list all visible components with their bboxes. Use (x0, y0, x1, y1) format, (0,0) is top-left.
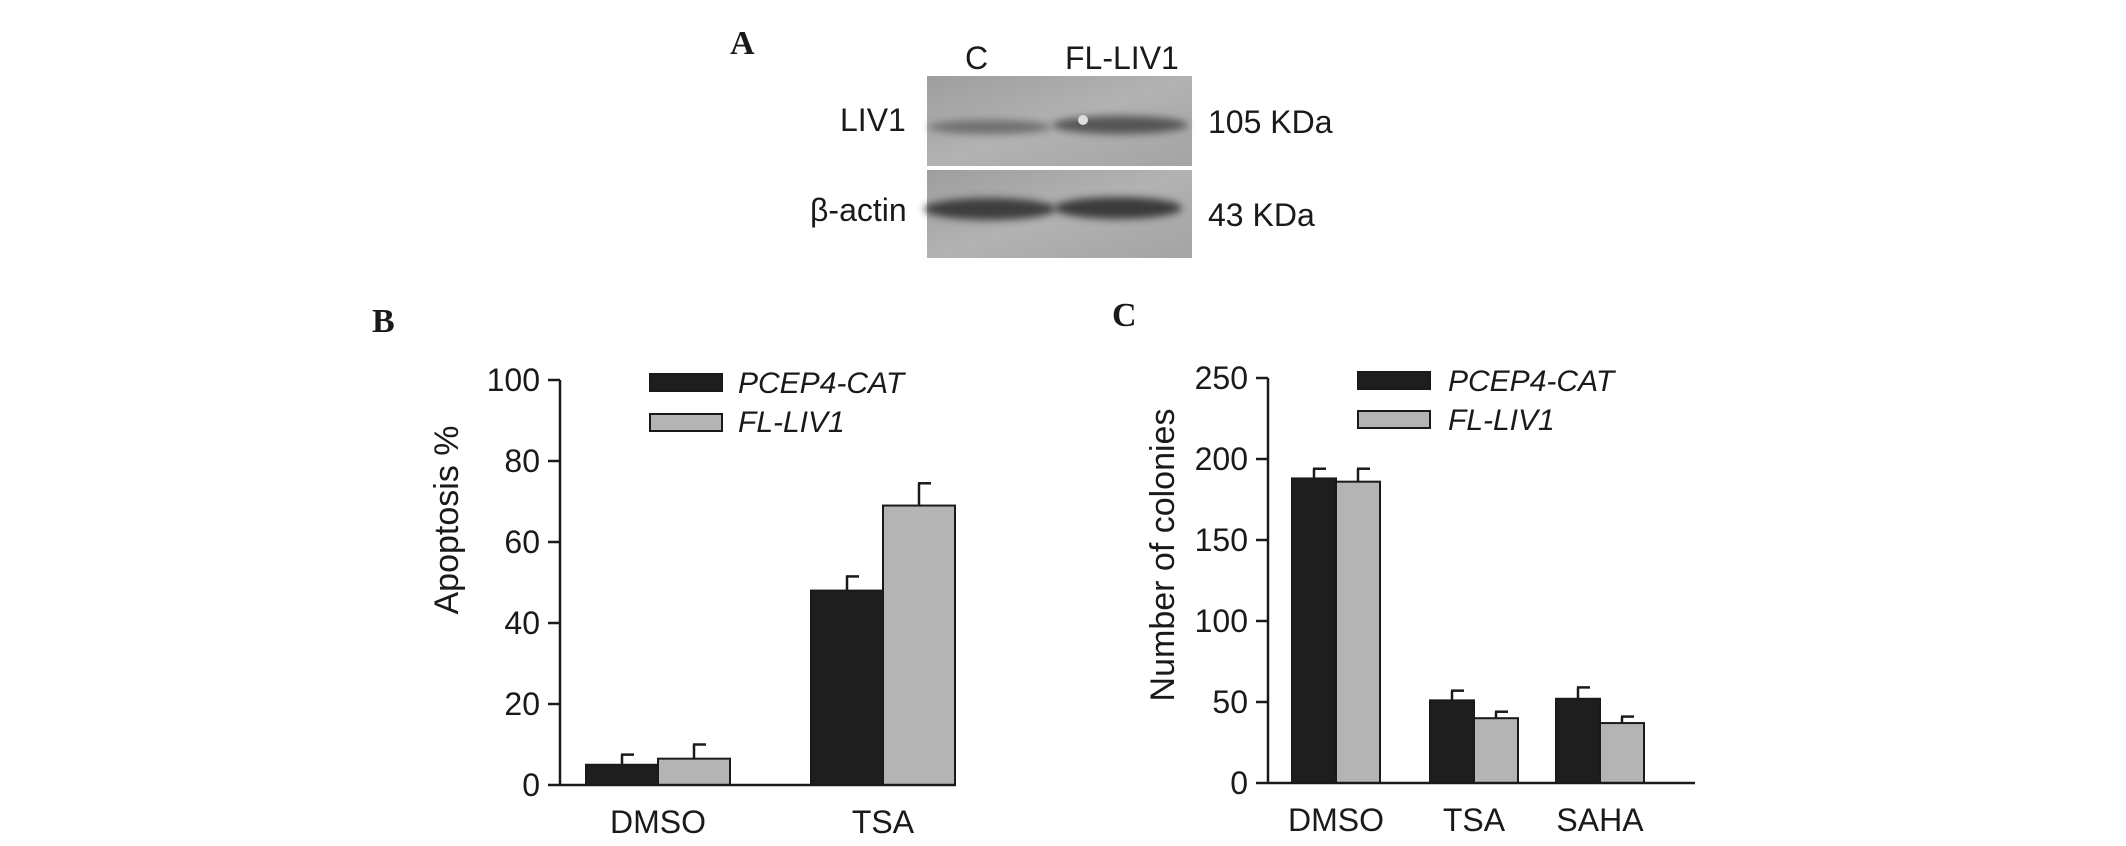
bar-pcep4-cat-tsa (810, 589, 884, 786)
y-tick-label: 0 (522, 767, 540, 803)
bar-fl-liv1-saha (1599, 722, 1645, 784)
lane-label-control: C (965, 40, 989, 76)
chart-c-ylabel: Number of colonies (1144, 409, 1182, 702)
band-liv1-control (928, 120, 1052, 134)
y-tick-label: 100 (487, 362, 540, 398)
panel-label-b: B (372, 303, 395, 340)
chart-c-legend: PCEP4-CAT FL-LIV1 (1357, 365, 1617, 437)
x-category-label: DMSO (1288, 802, 1384, 838)
chart-b-ylabel: Apoptosis % (428, 426, 466, 615)
legend-c-swatch-fl-liv1 (1357, 410, 1431, 429)
y-tick-label: 20 (504, 686, 540, 722)
size-label-105kda: 105 KDa (1208, 104, 1333, 140)
legend-b-label-pcep4-cat: PCEP4-CAT (738, 367, 907, 400)
chart-b-legend: PCEP4-CAT FL-LIV1 (649, 367, 907, 439)
bar-pcep4-cat-saha (1555, 697, 1601, 785)
y-tick-label: 150 (1195, 522, 1248, 558)
western-blot (924, 76, 1192, 258)
legend-b-label-fl-liv1: FL-LIV1 (738, 406, 845, 439)
bar-fl-liv1-tsa (1473, 717, 1519, 785)
y-tick-label: 0 (1230, 765, 1248, 801)
chart-c-ticks: 0 50 100 150 200 250 (1195, 360, 1268, 801)
x-category-label: TSA (1443, 802, 1506, 838)
chart-c-categories: DMSO TSA SAHA (1288, 802, 1644, 838)
legend-c-label-fl-liv1: FL-LIV1 (1448, 404, 1555, 437)
chart-c-bars (1291, 477, 1645, 785)
x-category-label: DMSO (610, 804, 706, 840)
lane-label-fl-liv1: FL-LIV1 (1065, 40, 1179, 76)
y-tick-label: 100 (1195, 603, 1248, 639)
y-tick-label: 60 (504, 524, 540, 560)
y-tick-label: 50 (1212, 684, 1248, 720)
bar-fl-liv1-dmso (657, 757, 731, 786)
band-liv1-fl-liv1 (1052, 116, 1188, 134)
bar-pcep4-cat-dmso (1291, 477, 1337, 784)
x-category-label: TSA (852, 804, 915, 840)
legend-c-label-pcep4-cat: PCEP4-CAT (1448, 365, 1617, 398)
chart-c-colonies: 0 50 100 150 200 250 DMSO TSA SAHA Number of co… (1144, 360, 1695, 838)
y-tick-label: 40 (504, 605, 540, 641)
blot-separator (927, 166, 1192, 170)
y-tick-label: 200 (1195, 441, 1248, 477)
bar-fl-liv1-dmso (1335, 480, 1381, 784)
legend-b-swatch-fl-liv1 (649, 413, 723, 432)
y-tick-label: 250 (1195, 360, 1248, 396)
row-label-liv1: LIV1 (840, 102, 906, 138)
row-label-beta-actin: β-actin (810, 192, 907, 228)
x-category-label: SAHA (1556, 802, 1644, 838)
chart-b-axes (558, 380, 956, 787)
chart-c-error-bars (1312, 467, 1634, 724)
band-actin-control (924, 198, 1056, 220)
chart-c-axes (1266, 378, 1695, 785)
chart-b-ticks: 0 20 40 60 80 100 (487, 362, 560, 803)
blot-spot (1078, 115, 1088, 125)
panel-label-c: C (1112, 297, 1137, 334)
bar-pcep4-cat-dmso (585, 763, 659, 786)
y-tick-label: 80 (504, 443, 540, 479)
chart-b-apoptosis: 0 20 40 60 80 100 DMSO TSA Apoptosis % PCEP4-C… (428, 362, 956, 840)
panel-label-a: A (730, 25, 755, 62)
band-actin-fl-liv1 (1054, 197, 1182, 219)
bar-pcep4-cat-tsa (1429, 699, 1475, 785)
size-label-43kda: 43 KDa (1208, 197, 1315, 233)
chart-b-bars (585, 504, 956, 786)
chart-b-error-bars (620, 482, 931, 765)
bar-fl-liv1-tsa (882, 504, 956, 786)
legend-c-swatch-pcep4-cat (1357, 371, 1431, 390)
chart-b-categories: DMSO TSA (610, 804, 915, 840)
legend-b-swatch-pcep4-cat (649, 373, 723, 392)
